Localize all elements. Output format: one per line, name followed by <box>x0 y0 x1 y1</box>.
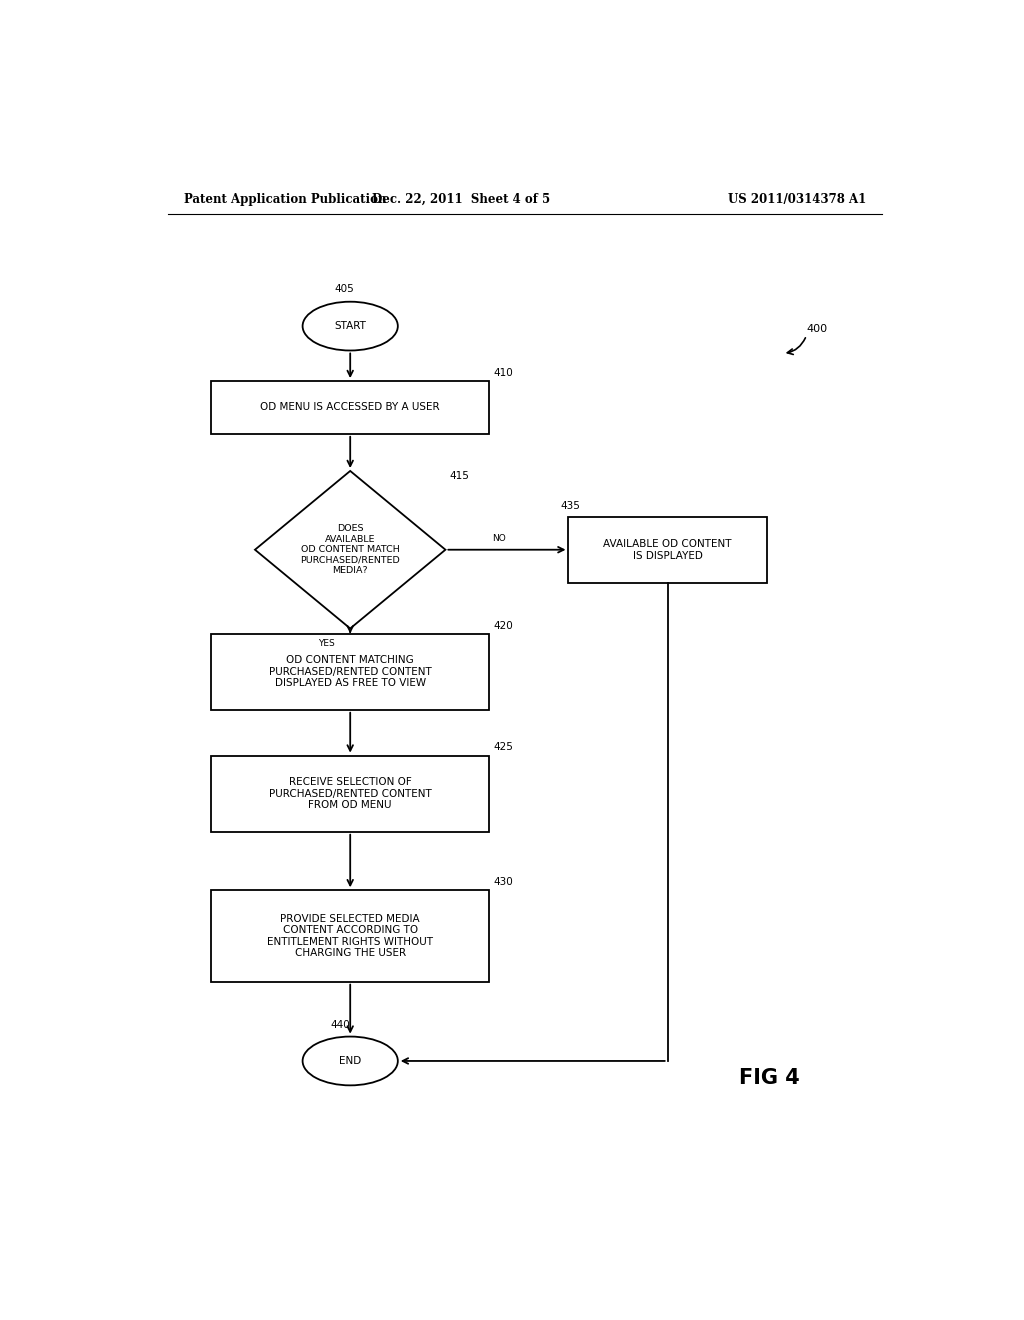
Text: AVAILABLE OD CONTENT
IS DISPLAYED: AVAILABLE OD CONTENT IS DISPLAYED <box>603 539 732 561</box>
Text: 400: 400 <box>807 325 827 334</box>
Text: Patent Application Publication: Patent Application Publication <box>183 193 386 206</box>
Text: END: END <box>339 1056 361 1067</box>
Text: 410: 410 <box>494 368 513 378</box>
FancyBboxPatch shape <box>211 634 489 710</box>
Ellipse shape <box>303 302 397 351</box>
FancyBboxPatch shape <box>568 516 767 582</box>
Text: 425: 425 <box>494 742 513 752</box>
Text: DOES
AVAILABLE
OD CONTENT MATCH
PURCHASED/RENTED
MEDIA?: DOES AVAILABLE OD CONTENT MATCH PURCHASE… <box>300 524 400 576</box>
Text: YES: YES <box>318 639 335 648</box>
Text: 420: 420 <box>494 620 513 631</box>
Text: 405: 405 <box>334 284 354 293</box>
Text: PROVIDE SELECTED MEDIA
CONTENT ACCORDING TO
ENTITLEMENT RIGHTS WITHOUT
CHARGING : PROVIDE SELECTED MEDIA CONTENT ACCORDING… <box>267 913 433 958</box>
FancyBboxPatch shape <box>211 890 489 982</box>
Text: RECEIVE SELECTION OF
PURCHASED/RENTED CONTENT
FROM OD MENU: RECEIVE SELECTION OF PURCHASED/RENTED CO… <box>269 777 431 810</box>
Text: 415: 415 <box>450 471 469 480</box>
Text: 430: 430 <box>494 878 513 887</box>
Ellipse shape <box>303 1036 397 1085</box>
Text: START: START <box>334 321 367 331</box>
Text: US 2011/0314378 A1: US 2011/0314378 A1 <box>728 193 866 206</box>
Text: 435: 435 <box>560 500 581 511</box>
Text: 440: 440 <box>331 1020 350 1031</box>
Text: FIG 4: FIG 4 <box>739 1068 800 1088</box>
FancyBboxPatch shape <box>211 381 489 434</box>
Text: Dec. 22, 2011  Sheet 4 of 5: Dec. 22, 2011 Sheet 4 of 5 <box>373 193 550 206</box>
FancyBboxPatch shape <box>211 755 489 832</box>
Text: OD CONTENT MATCHING
PURCHASED/RENTED CONTENT
DISPLAYED AS FREE TO VIEW: OD CONTENT MATCHING PURCHASED/RENTED CON… <box>269 655 431 688</box>
Text: OD MENU IS ACCESSED BY A USER: OD MENU IS ACCESSED BY A USER <box>260 403 440 412</box>
Polygon shape <box>255 471 445 628</box>
Text: NO: NO <box>493 533 506 543</box>
